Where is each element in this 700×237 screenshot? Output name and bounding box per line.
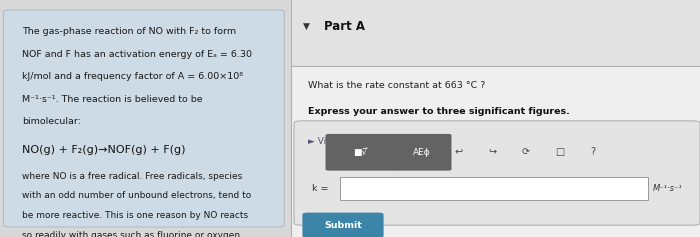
Text: ► View Available Hint(s): ► View Available Hint(s) [308,137,415,146]
Bar [340,177,648,200]
Text: ■√̅: ■√̅ [354,148,368,157]
Text: AEϕ: AEϕ [413,148,430,157]
Text: ↩: ↩ [454,147,463,157]
Text: M⁻¹·s⁻¹: M⁻¹·s⁻¹ [653,184,682,193]
Text: The gas-phase reaction of NO with F₂ to form: The gas-phase reaction of NO with F₂ to … [22,27,236,36]
Text: M⁻¹·s⁻¹. The reaction is believed to be: M⁻¹·s⁻¹. The reaction is believed to be [22,95,202,104]
Bar [290,0,700,66]
FancyBboxPatch shape [294,121,700,225]
FancyBboxPatch shape [392,134,452,171]
Text: with an odd number of unbound electrons, tend to: with an odd number of unbound electrons,… [22,191,251,201]
FancyBboxPatch shape [326,134,395,171]
Text: ▼: ▼ [303,22,310,31]
Text: NO(g) + F₂(g)→NOF(g) + F(g): NO(g) + F₂(g)→NOF(g) + F(g) [22,145,186,155]
Text: ↪: ↪ [488,147,496,157]
Text: Part A: Part A [324,20,365,32]
Text: ?: ? [590,147,596,157]
Text: be more reactive. This is one reason by NO reacts: be more reactive. This is one reason by … [22,211,248,220]
Text: □: □ [554,147,564,157]
Text: Express your answer to three significant figures.: Express your answer to three significant… [308,107,570,116]
Bar [290,66,700,237]
Text: kJ/mol and a frequency factor of A = 6.00×10⁸: kJ/mol and a frequency factor of A = 6.0… [22,72,243,81]
Text: k =: k = [312,184,328,193]
Text: bimolecular:: bimolecular: [22,117,80,126]
Text: NOF and F has an activation energy of Eₐ = 6.30: NOF and F has an activation energy of Eₐ… [22,50,252,59]
FancyBboxPatch shape [302,213,384,237]
Text: so readily with gases such as fluorine or oxygen: so readily with gases such as fluorine o… [22,231,240,237]
Text: ⟳: ⟳ [522,147,530,157]
Text: Submit: Submit [324,221,362,230]
Text: What is the rate constant at 663 °C ?: What is the rate constant at 663 °C ? [308,81,485,90]
FancyBboxPatch shape [4,10,284,227]
Text: where NO is a free radical. Free radicals, species: where NO is a free radical. Free radical… [22,172,242,181]
